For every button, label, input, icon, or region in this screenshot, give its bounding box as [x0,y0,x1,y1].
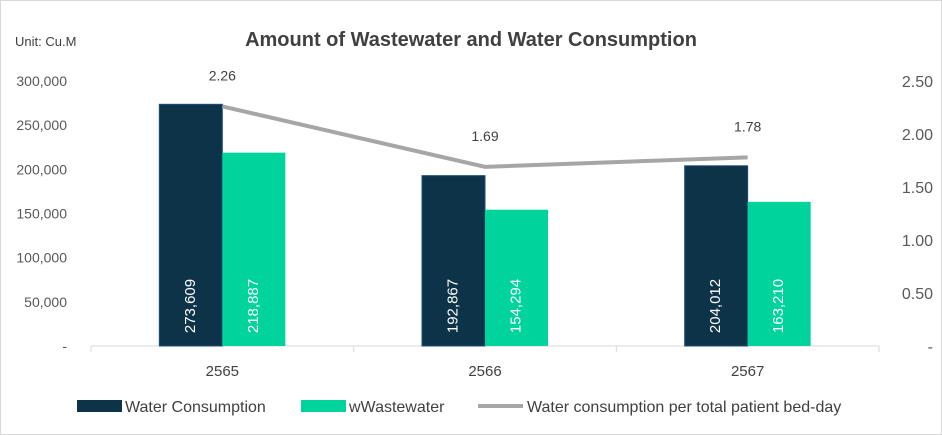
right-tick-label: 2.00 [902,127,933,144]
legend: Water Consumption wWastewater Water consum… [77,399,841,416]
right-tick-label: 2.50 [902,74,933,91]
right-tick-label: 1.00 [902,233,933,250]
bar [158,103,223,347]
bar [222,152,286,346]
bar-data-label: 163,210 [770,279,787,333]
left-tick-label: 150,000 [16,206,67,222]
legend-label: wWastewater [348,399,445,416]
line-data-label: 1.78 [734,118,761,134]
right-tick-label: - [928,339,933,356]
left-tick-label: 100,000 [16,250,67,266]
bar-data-label: 192,867 [444,279,461,333]
right-tick-label: 1.50 [902,180,933,197]
category-label: 2566 [468,363,501,380]
legend-label: Water Consumption [125,399,266,416]
line-data-label: 2.26 [209,67,236,83]
bar-data-label: 273,609 [182,279,199,333]
chart-title: Amount of Wastewater and Water Consumpti… [245,29,697,51]
bar [485,209,548,346]
bar [747,201,811,346]
left-axis: - 50,000 100,000 150,000 200,000 250,000 300,0… [16,73,67,354]
right-tick-label: 0.50 [902,286,933,303]
line-series: 2.26 1.69 1.78 [209,67,762,169]
line-data-label: 1.69 [471,128,498,144]
x-axis: 2565 2566 2567 [90,345,880,380]
unit-label: Unit: Cu.M [15,34,76,49]
category-label: 2567 [731,363,764,380]
line-path [221,104,748,169]
legend-swatch [77,400,122,412]
bar [421,175,486,347]
left-tick-label: 200,000 [16,161,67,177]
left-tick-label: 50,000 [24,294,67,310]
left-tick-label: - [62,338,67,354]
right-axis: - 0.50 1.00 1.50 2.00 2.50 [902,74,933,356]
left-tick-label: 300,000 [16,73,67,89]
bar [684,165,749,347]
left-tick-label: 250,000 [16,117,67,133]
category-label: 2565 [206,363,239,380]
bars: 273,609 192,867 204,012 218,887 154,294 163,2… [158,103,811,347]
bar-data-label: 204,012 [707,279,724,333]
bar-data-label: 154,294 [507,279,524,333]
legend-swatch [301,400,346,412]
legend-label: Water consumption per total patient bed-… [527,399,841,416]
bar-data-label: 218,887 [245,279,262,333]
